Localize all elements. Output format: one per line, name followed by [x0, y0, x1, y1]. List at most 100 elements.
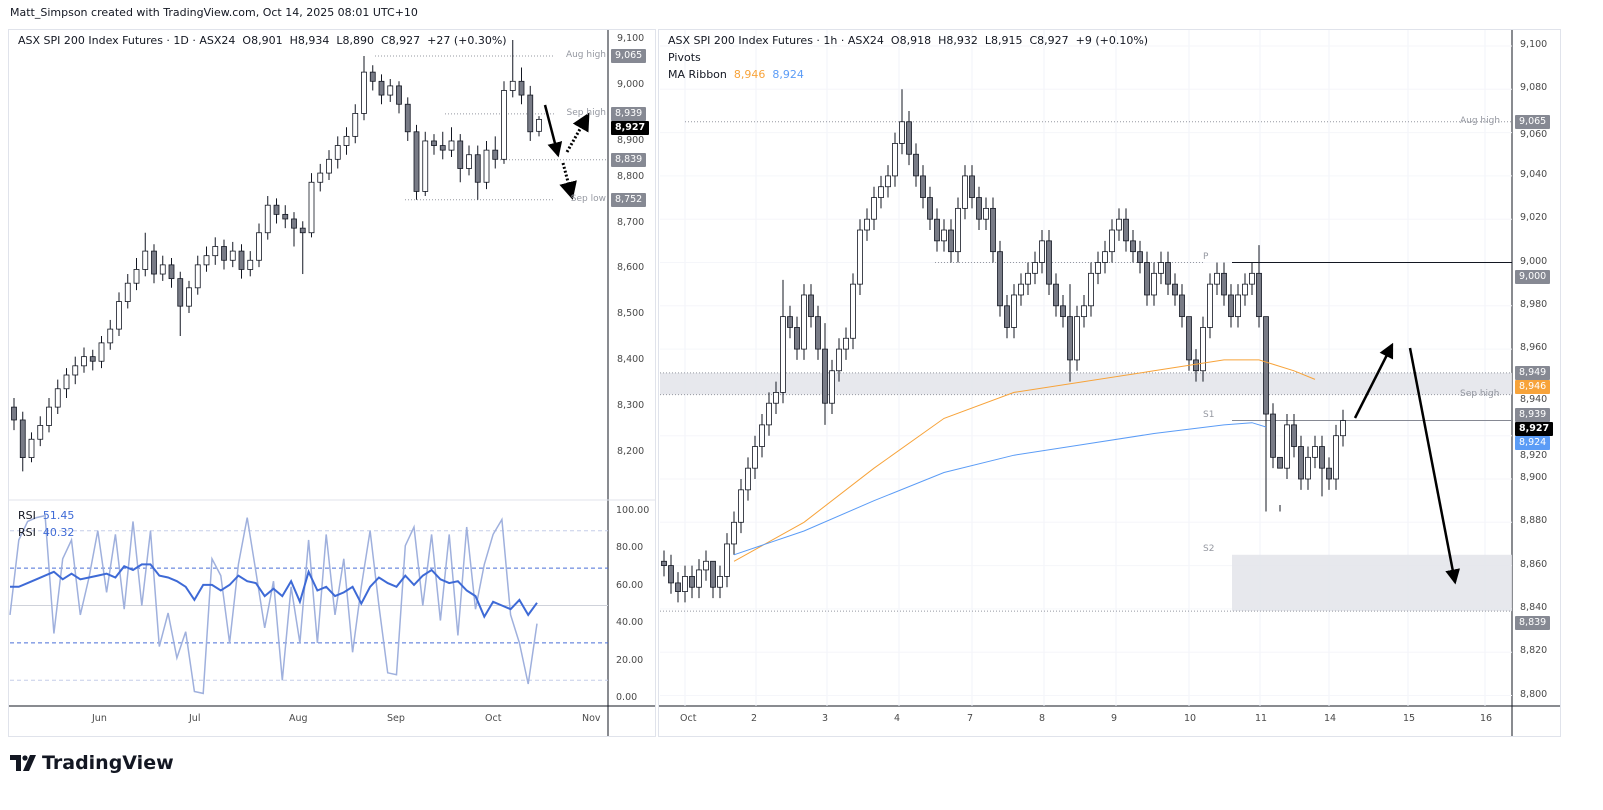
candle-body [1249, 272, 1255, 285]
candle-body [1137, 251, 1143, 263]
candle-body [299, 227, 306, 234]
level-price-label: 9,065 [1515, 114, 1551, 129]
candle [962, 165, 968, 220]
pivots-legend[interactable]: Pivots [668, 51, 701, 64]
candle-body [1263, 316, 1269, 415]
hourly-low: L8,915 [984, 34, 1023, 47]
candle-body [1081, 305, 1087, 318]
candle [927, 186, 933, 231]
candle-body [689, 576, 695, 588]
candle-body [343, 135, 350, 146]
rsi-legend-1: RSI 51.45 [18, 509, 74, 522]
candle-body [808, 294, 814, 318]
pivot-label: P [1203, 251, 1209, 262]
projection-arrow [1353, 342, 1394, 419]
ma-slow-price-label: 8,924 [1515, 435, 1551, 450]
hourly-symbol: ASX SPI 200 Index Futures · 1h · ASX24 [668, 34, 884, 47]
candle [229, 241, 236, 268]
candle-body [1186, 316, 1192, 361]
candle [990, 197, 996, 263]
candle [857, 219, 863, 295]
date-tick: Jul [189, 713, 201, 724]
candle-body [54, 388, 61, 408]
candle [37, 416, 44, 447]
candle [1214, 262, 1220, 295]
candle [72, 356, 79, 385]
hourly-chart-panel[interactable] [658, 29, 1561, 737]
candle [710, 560, 716, 599]
candle [969, 165, 975, 209]
candle-body [466, 154, 472, 169]
candle-body [518, 80, 525, 96]
candle-body [1235, 294, 1241, 318]
candle-body [317, 172, 324, 183]
candle-body [745, 467, 751, 491]
candle [885, 165, 891, 198]
date-tick: 7 [967, 713, 974, 724]
candle [1067, 284, 1073, 382]
candle-body [878, 186, 884, 198]
candle-body [1228, 294, 1234, 318]
rsi-tick: 80.00 [616, 542, 644, 554]
date-tick: 2 [751, 713, 758, 724]
price-tick: 8,800 [617, 170, 645, 182]
candle-body [962, 175, 968, 209]
candle [247, 251, 254, 277]
candle-body [413, 131, 420, 192]
candle [731, 511, 737, 555]
candle-body [829, 370, 835, 404]
price-tick: 9,000 [617, 78, 645, 90]
price-tick: 8,840 [1520, 601, 1548, 613]
candle-body [696, 569, 702, 588]
candle [1102, 240, 1108, 274]
candle-body [1053, 283, 1059, 307]
rsi-value: 51.45 [42, 509, 75, 522]
candle-body [212, 246, 219, 257]
candle [1158, 251, 1164, 285]
date-tick: 4 [894, 713, 901, 724]
candle [387, 79, 394, 102]
hourly-high: H8,932 [938, 34, 978, 47]
price-tick: 9,000 [1520, 255, 1548, 267]
candle [1242, 273, 1248, 306]
candle-body [501, 90, 507, 160]
candle-body [334, 145, 341, 160]
tradingview-logo[interactable]: TradingView [10, 752, 174, 774]
candle-body [913, 153, 919, 177]
candle [1025, 262, 1031, 295]
candle [501, 81, 507, 164]
candle [689, 565, 695, 599]
candle [1249, 262, 1255, 295]
rsi-slow-line [10, 563, 538, 619]
candle-body [492, 149, 499, 160]
candle-body [98, 342, 105, 362]
daily-open: O8,901 [242, 34, 283, 47]
candle-body [682, 576, 688, 592]
candle [1032, 251, 1038, 285]
projection-arrow [1408, 347, 1461, 585]
candle-body [815, 316, 821, 350]
candle-body [780, 316, 786, 393]
ma-ribbon-legend[interactable]: MA Ribbon 8,946 8,924 [668, 68, 804, 81]
candle [850, 273, 856, 350]
candle-body [885, 175, 891, 188]
candle-body [186, 287, 192, 307]
candle [474, 145, 481, 200]
candle [703, 550, 709, 581]
level-price-label: 9,065 [611, 49, 647, 64]
candle [273, 198, 280, 224]
candle [98, 335, 105, 369]
candle-body [1333, 435, 1339, 480]
candle-body [107, 328, 114, 344]
price-tick: 8,820 [1520, 645, 1548, 657]
candle-body [1025, 272, 1031, 285]
price-tick: 8,600 [617, 262, 645, 274]
candle [404, 97, 411, 141]
daily-chart-panel[interactable] [8, 29, 656, 737]
candle [780, 279, 786, 404]
candle-body [1123, 218, 1129, 242]
candle [1340, 409, 1346, 447]
candle-body [352, 113, 359, 137]
hourly-legend: ASX SPI 200 Index Futures · 1h · ASX24 O… [668, 34, 1148, 47]
